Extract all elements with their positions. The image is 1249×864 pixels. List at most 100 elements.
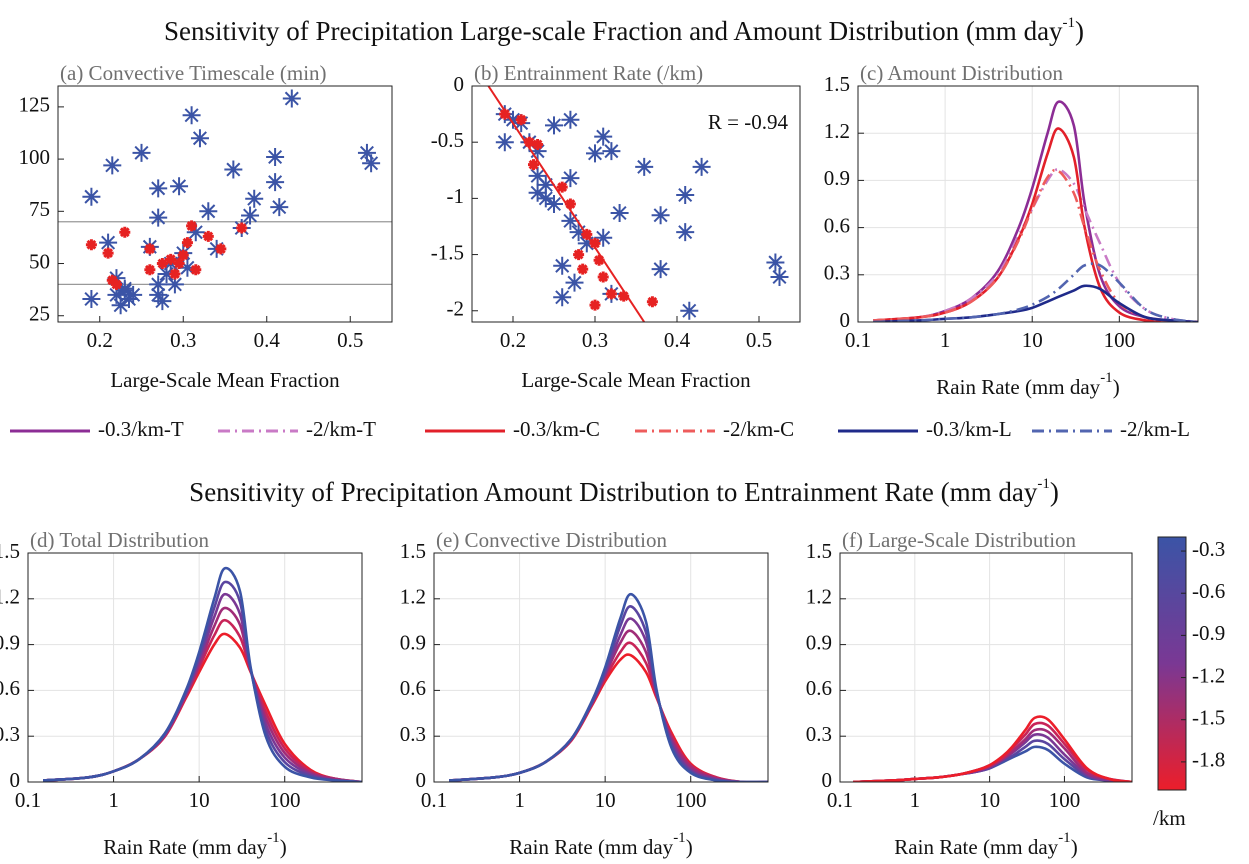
y-tick-label: 0.9 bbox=[400, 630, 426, 654]
x-axis-label: Rain Rate (mm day-1) bbox=[894, 830, 1077, 858]
legend-label: -2/km-C bbox=[723, 417, 794, 441]
point bbox=[602, 142, 621, 161]
panel: 0.1 1 10 100 0 0.3 0.6 0.9 1.2 1.5 (e) Convective … bbox=[400, 528, 769, 859]
line bbox=[42, 580, 362, 782]
y-tick-label: 0 bbox=[822, 768, 833, 792]
line bbox=[853, 715, 1132, 782]
line bbox=[448, 605, 768, 782]
main-title: Sensitivity of Precipitation Large-scale… bbox=[164, 15, 1084, 46]
y-tick-label: 0.6 bbox=[806, 676, 832, 700]
point bbox=[515, 114, 527, 126]
point bbox=[119, 226, 131, 238]
point bbox=[82, 187, 101, 206]
x-tick-label: 1 bbox=[940, 328, 951, 352]
point bbox=[545, 116, 563, 135]
plot-area bbox=[42, 566, 362, 782]
y-tick-label: -2 bbox=[447, 297, 465, 321]
point bbox=[266, 173, 285, 192]
point bbox=[149, 285, 168, 304]
x-tick-label: 0.4 bbox=[664, 328, 691, 352]
axes-frame bbox=[433, 552, 769, 783]
title-text: Sensitivity of Precipitation Large-scale… bbox=[164, 16, 1063, 46]
point bbox=[651, 206, 670, 225]
point bbox=[594, 228, 613, 247]
plot-area bbox=[873, 100, 1198, 322]
x-axis-label: Rain Rate (mm day-1) bbox=[936, 370, 1119, 398]
x-tick-label: 0.1 bbox=[421, 788, 447, 812]
x-tick-label: 0.1 bbox=[827, 788, 853, 812]
y-tick-label: 0 bbox=[454, 72, 465, 96]
title-sup: -1 bbox=[1063, 15, 1076, 31]
y-tick-label: -0.5 bbox=[431, 128, 464, 152]
colorbar-tick-label: -0.6 bbox=[1192, 579, 1225, 603]
x-tick-label: 10 bbox=[979, 788, 1000, 812]
plot-area bbox=[853, 715, 1132, 782]
x-tick-label: 1 bbox=[514, 788, 525, 812]
point bbox=[646, 296, 658, 308]
y-tick-label: 1.2 bbox=[824, 119, 850, 143]
point bbox=[282, 89, 301, 108]
line bbox=[42, 606, 362, 782]
point bbox=[676, 223, 695, 242]
legend-label: -2/km-L bbox=[1120, 417, 1190, 441]
x-tick-label: 100 bbox=[269, 788, 301, 812]
point bbox=[589, 237, 601, 249]
point bbox=[561, 211, 580, 230]
panel-title: (f) Large-Scale Distribution bbox=[842, 528, 1077, 552]
y-tick-label: 1.5 bbox=[0, 539, 20, 563]
point bbox=[149, 179, 168, 198]
point bbox=[362, 154, 381, 173]
y-tick-label: 0.6 bbox=[400, 676, 426, 700]
x-axis-label: Large-Scale Mean Fraction bbox=[110, 368, 340, 392]
axes-frame bbox=[857, 85, 1199, 323]
point bbox=[85, 239, 97, 251]
panel-title: (a) Convective Timescale (min) bbox=[60, 61, 327, 85]
point bbox=[107, 285, 126, 304]
point bbox=[680, 301, 699, 320]
x-label-sup: -1 bbox=[1100, 370, 1113, 386]
x-tick-label: 0.3 bbox=[582, 328, 608, 352]
line bbox=[42, 566, 362, 782]
y-tick-label: 1.5 bbox=[824, 72, 850, 96]
legend-label: -0.3/km-C bbox=[513, 417, 600, 441]
panel-title: (b) Entrainment Rate (/km) bbox=[474, 61, 703, 85]
x-label-text: Rain Rate (mm day bbox=[894, 835, 1058, 859]
axes-frame bbox=[471, 85, 801, 323]
panel-title: (e) Convective Distribution bbox=[436, 528, 667, 552]
point bbox=[523, 136, 535, 148]
axes-frame bbox=[27, 552, 363, 783]
y-tick-label: 1.2 bbox=[806, 585, 832, 609]
colorbar-tick-label: -1.8 bbox=[1192, 748, 1225, 772]
x-tick-label: 1 bbox=[108, 788, 119, 812]
x-label-tail: ) bbox=[1071, 835, 1078, 859]
y-tick-label: 0.9 bbox=[806, 630, 832, 654]
point bbox=[149, 208, 168, 227]
title-sup: -1 bbox=[1037, 476, 1050, 492]
x-tick-label: 10 bbox=[189, 788, 210, 812]
point bbox=[593, 254, 605, 266]
x-axis-label: Rain Rate (mm day-1) bbox=[509, 830, 692, 858]
plot-area bbox=[487, 86, 789, 322]
point bbox=[495, 133, 514, 152]
y-tick-label: 0.3 bbox=[824, 261, 850, 285]
point bbox=[236, 222, 248, 234]
point bbox=[124, 285, 143, 304]
y-tick-label: 0.9 bbox=[0, 630, 20, 654]
panel-title: (d) Total Distribution bbox=[30, 528, 209, 552]
point bbox=[605, 288, 617, 300]
annotation: R = -0.94 bbox=[708, 110, 789, 134]
y-tick-label: -1.5 bbox=[431, 240, 464, 264]
x-tick-label: 0.3 bbox=[170, 328, 196, 352]
colorbar-label: /km bbox=[1153, 806, 1186, 830]
point bbox=[565, 273, 584, 292]
line bbox=[448, 592, 768, 782]
y-tick-label: 1.5 bbox=[400, 539, 426, 563]
x-tick-label: 100 bbox=[1049, 788, 1081, 812]
point bbox=[564, 198, 576, 210]
y-tick-label: 0.3 bbox=[400, 722, 426, 746]
panel: 0.2 0.3 0.4 0.5 25 50 75 100 125 (a) Convective T… bbox=[19, 61, 393, 392]
point bbox=[556, 181, 568, 193]
title-tail: ) bbox=[1050, 477, 1059, 507]
point bbox=[528, 159, 539, 171]
